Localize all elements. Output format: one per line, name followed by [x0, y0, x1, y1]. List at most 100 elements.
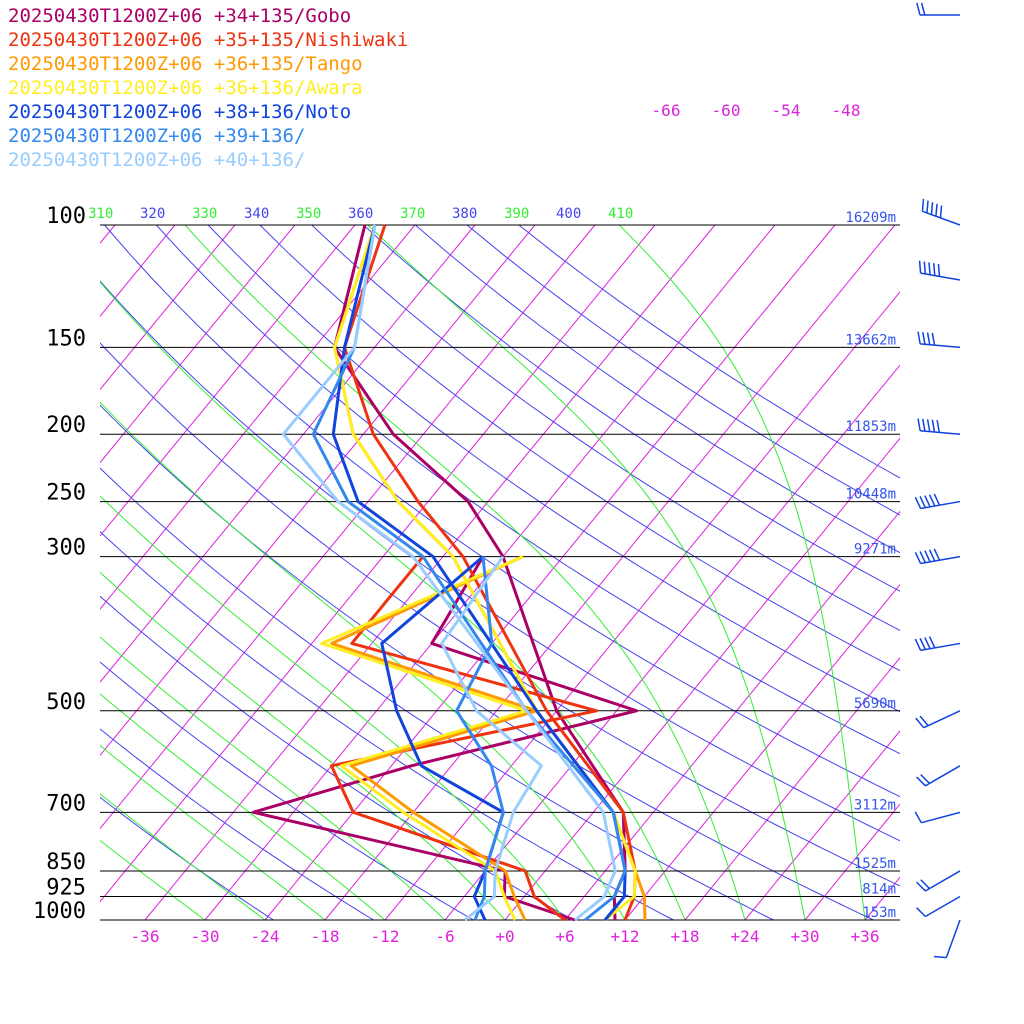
- theta-label: 380: [452, 206, 477, 222]
- legend-entry: 20250430T1200Z+06 +38+136/Noto: [8, 101, 352, 123]
- wind-barb-staff: [924, 765, 961, 787]
- legend-entry: 20250430T1200Z+06 +39+136/: [8, 125, 306, 147]
- wind-barb-staff: [920, 555, 961, 565]
- wind-barb-flag: [935, 203, 938, 217]
- wind-barb: [916, 895, 961, 918]
- pressure-label: 100: [46, 204, 86, 229]
- wind-barb-flag: [931, 332, 936, 346]
- wind-barb-flag: [917, 418, 921, 431]
- isotherm-line: [100, 224, 596, 830]
- wind-barb-flag: [924, 550, 931, 563]
- wind-barb-flag: [930, 202, 934, 215]
- isotherm-line: [985, 225, 1024, 920]
- temperature-tick-label: -24: [251, 927, 280, 946]
- theta-label: 340: [244, 206, 269, 222]
- wind-barb-flag: [933, 548, 941, 561]
- wind-barb-flag: [937, 263, 941, 277]
- wind-barb-staff: [921, 811, 961, 824]
- wind-barb-flag: [916, 907, 926, 917]
- dewpoint-line: [251, 555, 639, 922]
- wind-barb-flag: [936, 420, 941, 433]
- theta-label: 330: [192, 206, 217, 222]
- isotherm-top-label: -48: [832, 101, 861, 120]
- wind-barb: [914, 636, 961, 652]
- temperature-tick-label: -6: [435, 927, 454, 946]
- pressure-label: 1000: [33, 899, 86, 924]
- isotherm-line: [100, 224, 176, 318]
- dry-adiabat: [100, 796, 274, 921]
- wind-barb: [914, 493, 961, 510]
- isobars: [100, 224, 900, 921]
- isotherm-line: [624, 583, 900, 921]
- wind-barb-flag: [920, 774, 931, 784]
- wind-barb-staff: [922, 210, 961, 226]
- wind-barb-flag: [923, 261, 927, 274]
- theta-label: 350: [296, 206, 321, 222]
- wind-barb-flag: [922, 331, 926, 345]
- wind-barb-flag: [914, 811, 923, 824]
- pressure-label: 500: [46, 690, 86, 715]
- wind-barb-staff: [924, 870, 961, 892]
- dry-adiabat: [100, 404, 874, 921]
- height-label: 814m: [862, 881, 896, 897]
- temperature-line: [331, 224, 627, 921]
- theta-label: 310: [88, 206, 113, 222]
- wind-barb-flag: [916, 776, 926, 787]
- theta-label: 400: [556, 206, 581, 222]
- isotherm-line: [504, 437, 900, 921]
- height-label: 11853m: [845, 419, 896, 435]
- wind-barb-staff: [945, 919, 961, 958]
- wind-barb-staff: [920, 272, 961, 281]
- wind-barb-flag: [931, 419, 936, 433]
- wind-barb-flag: [917, 331, 921, 345]
- isotherm-line: [564, 510, 900, 921]
- temperature-line: [333, 224, 627, 921]
- isotherm-line: [100, 224, 236, 391]
- pressure-label: 850: [46, 850, 86, 875]
- temperature-tick-label: +12: [611, 927, 640, 946]
- isotherm-line: [684, 657, 900, 921]
- pressure-label: 925: [46, 875, 86, 900]
- isotherm-line: [264, 224, 836, 921]
- wind-barb-flag: [918, 260, 922, 274]
- wind-barb: [914, 548, 961, 565]
- isotherm-top-label: -66: [652, 101, 681, 120]
- dewpoint-line: [320, 555, 529, 921]
- pressure-label: 200: [46, 413, 86, 438]
- wind-barb-flag: [924, 637, 931, 650]
- legend-entry: 20250430T1200Z+06 +35+135/Nishiwaki: [8, 29, 409, 51]
- legend-entry: 20250430T1200Z+06 +40+136/: [8, 149, 306, 171]
- wind-barb-flag: [922, 418, 926, 432]
- wind-barb-flag: [920, 879, 931, 890]
- moist-adiabat: [100, 839, 206, 921]
- wind-barb-flag: [932, 263, 936, 276]
- wind-barb: [918, 260, 961, 281]
- wind-barb: [915, 710, 961, 729]
- wind-barb: [917, 331, 961, 349]
- temperature-line: [333, 224, 637, 922]
- theta-label: 360: [348, 206, 373, 222]
- temperature-tick-label: +18: [671, 927, 700, 946]
- isotherm-line: [144, 224, 716, 921]
- isotherm-line: [925, 225, 1024, 920]
- isotherm-line: [100, 224, 416, 610]
- isotherm-line: [100, 224, 296, 464]
- wind-barb: [933, 919, 961, 959]
- wind-barb-flag: [915, 717, 925, 729]
- temperature-tick-label: +36: [851, 927, 880, 946]
- wind-barb-staff: [920, 642, 961, 652]
- sounding-series: [251, 224, 647, 922]
- wind-barb-flag: [924, 495, 931, 508]
- dewpoint-line: [329, 555, 599, 922]
- wind-barb-flag: [928, 494, 936, 507]
- wind-barb: [916, 765, 961, 787]
- temperature-tick-label: -30: [191, 927, 220, 946]
- wind-barb-flag: [921, 198, 925, 212]
- wind-barb-flag: [919, 637, 927, 650]
- temperature-tick-label: +30: [791, 927, 820, 946]
- isotherm-line: [100, 224, 536, 757]
- wind-barb-flag: [914, 496, 922, 509]
- wind-barb-staff: [920, 429, 961, 435]
